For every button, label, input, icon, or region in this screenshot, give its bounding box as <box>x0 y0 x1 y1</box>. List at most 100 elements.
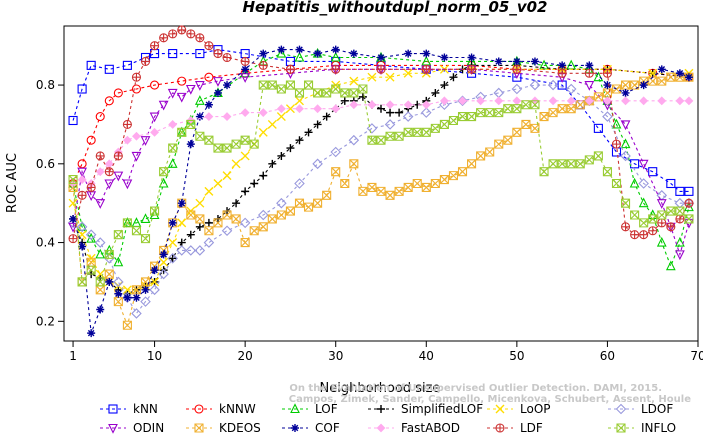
data-point <box>512 104 522 114</box>
data-point <box>675 206 685 216</box>
data-point <box>476 151 486 161</box>
data-point <box>213 218 223 228</box>
data-point <box>122 292 133 303</box>
data-point <box>430 178 440 189</box>
data-point <box>457 95 468 107</box>
data-point <box>167 88 178 99</box>
data-point <box>467 53 476 62</box>
series-line <box>72 53 690 268</box>
data-point <box>86 60 96 70</box>
data-point <box>621 88 630 97</box>
data-point <box>285 80 295 90</box>
data-point <box>358 186 368 196</box>
data-point <box>186 230 195 239</box>
data-point <box>684 214 694 224</box>
data-point <box>131 226 142 236</box>
data-point <box>68 234 78 244</box>
legend-item-knnw: kNNW <box>186 402 256 416</box>
legend: kNN kNNW LOF SimplifiedLOF LoOP LDOF ODIN KDEOS… <box>100 402 676 434</box>
data-point <box>68 115 78 126</box>
data-point <box>313 49 322 58</box>
data-point <box>258 80 268 90</box>
legend-label: KDEOS <box>219 421 261 434</box>
data-point <box>113 276 124 288</box>
data-point <box>648 76 658 86</box>
data-point <box>648 226 658 236</box>
data-point <box>295 104 304 114</box>
data-point <box>177 25 187 35</box>
data-point <box>241 187 250 196</box>
legend-label: SimplifiedLOF <box>401 402 483 416</box>
data-point <box>285 104 295 114</box>
data-point <box>385 190 395 200</box>
data-point <box>104 269 114 279</box>
data-point <box>330 51 341 62</box>
legend-item-kdeos: KDEOS <box>186 421 261 434</box>
legend-label: FastABOD <box>401 421 460 434</box>
data-point <box>94 237 106 248</box>
data-point <box>150 266 159 275</box>
data-point <box>285 64 295 74</box>
data-point <box>276 104 286 114</box>
data-point <box>276 47 287 58</box>
data-point <box>150 80 160 90</box>
data-point <box>557 104 567 114</box>
data-point <box>403 100 413 110</box>
data-point <box>657 210 667 220</box>
data-point <box>268 159 277 168</box>
data-point <box>113 88 123 98</box>
data-point <box>611 84 622 94</box>
data-point <box>349 159 359 169</box>
data-point <box>412 127 422 137</box>
data-point <box>485 147 495 157</box>
data-point <box>276 197 287 209</box>
data-point <box>213 77 223 87</box>
data-point <box>222 112 232 121</box>
legend-marker <box>194 404 204 414</box>
x-tick-label: 50 <box>509 349 524 363</box>
legend-marker <box>108 423 118 434</box>
data-point <box>131 308 142 319</box>
data-point <box>611 139 622 149</box>
y-tick-label: 0.6 <box>36 157 55 171</box>
data-point <box>377 53 385 62</box>
data-point <box>648 214 658 224</box>
data-point <box>340 88 350 98</box>
data-point <box>222 210 232 220</box>
legend-item-ldf: LDF <box>487 421 543 434</box>
data-point <box>448 171 459 181</box>
legend-marker <box>616 423 626 433</box>
data-point <box>530 57 539 66</box>
data-point <box>630 230 640 240</box>
data-point <box>521 100 531 110</box>
data-point <box>294 51 305 62</box>
data-point <box>558 61 567 70</box>
data-point <box>395 108 404 117</box>
data-point <box>602 167 612 177</box>
data-point <box>168 254 177 263</box>
data-point <box>159 167 169 177</box>
data-point <box>186 29 196 39</box>
series-inflo <box>68 80 694 287</box>
data-point <box>611 178 622 189</box>
plot-frame <box>63 25 699 342</box>
data-point <box>458 96 467 106</box>
data-point <box>131 84 142 94</box>
data-point <box>240 56 250 66</box>
legend-item-ldof: LDOF <box>608 402 673 416</box>
data-point <box>159 257 169 267</box>
data-point <box>638 197 649 208</box>
data-point <box>286 144 295 153</box>
data-point <box>611 118 622 129</box>
data-point <box>95 167 105 177</box>
data-point <box>258 60 268 70</box>
data-point <box>331 104 341 114</box>
data-point <box>584 96 594 106</box>
legend-marker <box>194 423 204 433</box>
data-point <box>204 135 214 145</box>
data-point <box>159 250 168 259</box>
data-point <box>87 329 96 338</box>
data-point <box>467 159 477 169</box>
legend-item-odin: ODIN <box>100 421 164 434</box>
data-point <box>222 171 232 181</box>
